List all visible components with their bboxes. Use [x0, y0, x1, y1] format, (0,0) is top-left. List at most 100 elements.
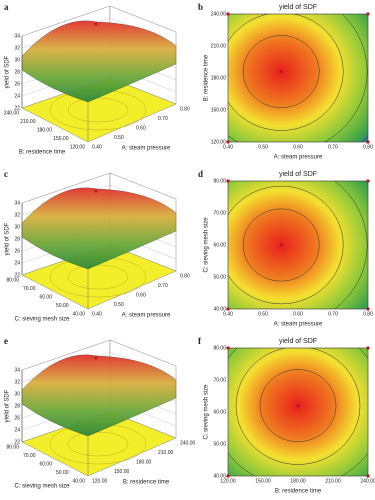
- x-tick-label: 0.60: [293, 144, 303, 150]
- y-tick-label: 40.00: [213, 473, 226, 479]
- x-tick-label: 0.80: [363, 311, 373, 317]
- surface: [21, 20, 177, 103]
- x-tick-label: 150.00: [255, 478, 271, 484]
- chart-title: yield of SDF: [279, 4, 317, 11]
- x-tick-label: 240.00: [180, 440, 196, 446]
- x-tick-label: 180.00: [290, 478, 306, 484]
- x-axis-label: A: steam pressure: [274, 155, 323, 161]
- design-point: [366, 140, 370, 144]
- design-point: [279, 243, 283, 247]
- y-tick-label: 50.00: [56, 303, 69, 309]
- chart-title: yield of SDF: [279, 338, 317, 345]
- design-point: [94, 189, 98, 193]
- x-tick-label: 180.00: [136, 459, 152, 465]
- x-tick-label: 0.80: [363, 144, 373, 150]
- z-tick-label: 22: [14, 272, 20, 278]
- design-point: [94, 356, 98, 360]
- contour-line: [228, 185, 344, 305]
- y-tick-label: 50.00: [213, 274, 226, 280]
- y-tick-label: 70.00: [23, 286, 36, 292]
- y-tick-label: 180.00: [37, 127, 53, 133]
- y-tick-label: 60.00: [213, 242, 226, 248]
- z-tick-label: 24: [14, 260, 20, 266]
- y-tick-label: 80.00: [6, 277, 19, 283]
- z-tick-label: 32: [14, 45, 20, 51]
- y-tick-label: 240.00: [4, 110, 20, 116]
- y-tick-label: 70.00: [23, 453, 36, 459]
- y-tick-label: 70.00: [213, 377, 226, 383]
- x-tick-label: 150.00: [114, 469, 130, 475]
- design-point: [94, 22, 98, 26]
- x-tick-label: 0.70: [328, 311, 338, 317]
- design-point: [226, 140, 230, 144]
- x-axis-label: B: residence time: [123, 480, 170, 486]
- x-tick-label: 0.60: [136, 292, 146, 298]
- z-tick-label: 26: [14, 415, 20, 421]
- panel-label: a: [4, 2, 9, 12]
- y-tick-label: 240.00: [211, 11, 227, 17]
- surface: [21, 187, 177, 270]
- x-tick-label: 0.40: [223, 311, 233, 317]
- chart-title: yield of SDF: [279, 171, 317, 178]
- contour-fill: [227, 347, 369, 477]
- x-tick-label: 0.60: [293, 311, 303, 317]
- x-tick-label: 120.00: [220, 478, 236, 484]
- z-tick-label: 32: [14, 212, 20, 218]
- y-tick-label: 150.00: [211, 107, 227, 113]
- y-tick-label: 180.00: [211, 75, 227, 81]
- y-axis-label: C: sieving mesh size: [14, 317, 70, 323]
- panel-label: d: [198, 169, 203, 179]
- floor-contour: [67, 431, 129, 457]
- z-tick-label: 34: [14, 33, 20, 39]
- x-tick-label: 0.80: [180, 106, 190, 112]
- contour-line: [242, 208, 320, 282]
- y-tick-label: 120.00: [70, 144, 86, 150]
- x-tick-label: 0.80: [180, 273, 190, 279]
- y-tick-label: 80.00: [213, 178, 226, 184]
- y-tick-label: 40.00: [213, 306, 226, 312]
- x-tick-label: 0.40: [92, 311, 102, 317]
- x-axis-label: A: steam pressure: [122, 313, 171, 319]
- x-tick-label: 0.40: [223, 144, 233, 150]
- y-tick-label: 150.00: [53, 136, 69, 142]
- y-tick-label: 70.00: [213, 210, 226, 216]
- x-tick-label: 0.40: [92, 144, 102, 150]
- x-axis-label: A: steam pressure: [122, 146, 171, 152]
- x-axis-label: B: residence time: [275, 489, 322, 495]
- x-axis-label: A: steam pressure: [274, 322, 323, 328]
- design-point: [296, 404, 300, 408]
- contour-line: [235, 348, 361, 465]
- z-tick-label: 22: [14, 439, 20, 445]
- y-axis-label: B: residence time: [204, 54, 210, 101]
- contour-fill: [227, 13, 369, 143]
- y-axis-label: C: sieving mesh size: [14, 484, 70, 490]
- design-point: [226, 12, 230, 16]
- panel-label: c: [4, 169, 8, 179]
- x-tick-label: 0.70: [328, 144, 338, 150]
- contour-fill: [227, 180, 369, 310]
- y-tick-label: 40.00: [72, 478, 85, 484]
- panel-label: b: [198, 2, 203, 12]
- z-tick-label: 24: [14, 93, 20, 99]
- design-point: [366, 307, 370, 311]
- x-tick-label: 0.50: [258, 144, 268, 150]
- design-point: [366, 474, 370, 478]
- x-tick-label: 120.00: [92, 478, 108, 484]
- z-axis-label: yield of SDF: [5, 55, 11, 88]
- design-point: [226, 179, 230, 183]
- y-tick-label: 60.00: [39, 294, 52, 300]
- x-tick-label: 0.60: [136, 125, 146, 131]
- y-tick-label: 60.00: [39, 461, 52, 467]
- z-tick-label: 26: [14, 81, 20, 87]
- z-tick-label: 26: [14, 248, 20, 254]
- design-point: [366, 346, 370, 350]
- design-point: [279, 70, 283, 74]
- z-axis-label: yield of SDF: [5, 222, 11, 255]
- z-tick-label: 28: [14, 403, 20, 409]
- z-tick-label: 22: [14, 105, 20, 111]
- y-tick-label: 80.00: [213, 345, 226, 351]
- z-tick-label: 28: [14, 69, 20, 75]
- panel-label: f: [198, 336, 202, 346]
- x-tick-label: 210.00: [325, 478, 341, 484]
